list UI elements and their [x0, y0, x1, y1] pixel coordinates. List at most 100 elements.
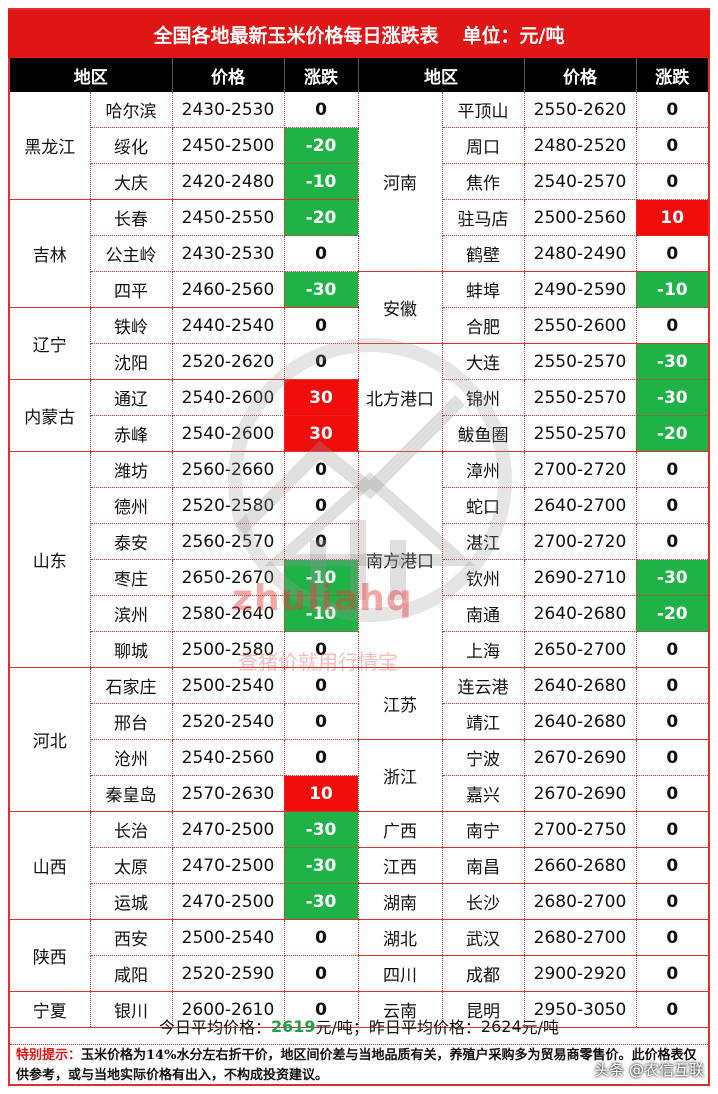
- left-change-cell: -10: [284, 595, 359, 632]
- table-row: 内蒙古 通辽 2540-2600 30 锦州 2550-2570 -30: [10, 379, 708, 452]
- left-change-cell: 30: [284, 379, 359, 416]
- left-price-cell: 2470-2500: [172, 811, 285, 848]
- right-change-cell: 0: [636, 451, 708, 488]
- right-region-cell: 广西: [358, 811, 443, 848]
- left-city-cell: 银川: [90, 991, 173, 1028]
- right-city-cell: 鹤壁: [442, 235, 525, 272]
- right-change-cell: -30: [636, 343, 708, 380]
- left-change-cell: -20: [284, 199, 359, 236]
- left-change-cell: -30: [284, 847, 359, 884]
- yesterday-value: 2624: [480, 1016, 522, 1036]
- table-row: 太原 2470-2500 -30 江西 南昌 2660-2680 0: [10, 847, 708, 884]
- left-city-cell: 聊城: [90, 631, 173, 668]
- left-change-cell: 10: [284, 775, 359, 812]
- right-region-cell: 四川: [358, 955, 443, 992]
- table-row: 大庆 2420-2480 -10 焦作 2540-2570 0: [10, 163, 708, 200]
- table-row: 宁夏 银川 2600-2610 0 云南 昆明 2950-3050 0: [10, 991, 708, 1028]
- right-change-cell: 0: [636, 883, 708, 920]
- right-city-cell: 驻马店: [442, 199, 525, 236]
- right-price-cell: 2700-2720: [524, 451, 637, 488]
- left-city-cell: 四平: [90, 271, 173, 308]
- right-change-cell: 0: [636, 235, 708, 272]
- right-region-cell: 江西: [358, 847, 443, 884]
- table-body: 黑龙江 哈尔滨 2430-2530 0 河南 平顶山 2550-2620 0 绥化 2450-25…: [10, 92, 708, 1028]
- table-row: 德州 2520-2580 0 蛇口 2640-2700 0: [10, 487, 708, 524]
- left-price-cell: 2540-2600: [172, 379, 285, 416]
- left-region-cell: 黑龙江: [10, 92, 91, 200]
- table-row: 吉林 长春 2450-2550 -20 驻马店 2500-2560 10: [10, 199, 708, 308]
- right-change-cell: 0: [636, 955, 708, 992]
- right-city-cell: 焦作: [442, 163, 525, 200]
- table-row: 泰安 2560-2570 0 湛江 2700-2720 0: [10, 523, 708, 560]
- right-change-cell: -20: [636, 595, 708, 632]
- left-city-cell: 沈阳: [90, 343, 173, 380]
- left-city-cell: 沧州: [90, 739, 173, 776]
- right-change-cell: 0: [636, 847, 708, 884]
- left-price-cell: 2470-2500: [172, 847, 285, 884]
- left-price-cell: 2520-2540: [172, 703, 285, 740]
- left-price-cell: 2470-2500: [172, 883, 285, 920]
- left-city-cell: 长春: [90, 199, 173, 236]
- left-region-cell: 山东: [10, 451, 91, 668]
- table-row: 黑龙江 哈尔滨 2430-2530 0 河南 平顶山 2550-2620 0: [10, 92, 708, 272]
- table-frame: [8, 8, 710, 1086]
- left-change-cell: 0: [284, 703, 359, 740]
- left-change-cell: 0: [284, 235, 359, 272]
- right-price-cell: 2670-2690: [524, 739, 637, 776]
- left-city-cell: 运城: [90, 883, 173, 920]
- left-region-cell: 吉林: [10, 199, 91, 308]
- header-region-right: 地区: [358, 58, 525, 92]
- table-row: 山东 潍坊 2560-2660 0 南方港口 漳州 2700-2720 0: [10, 451, 708, 668]
- left-price-cell: 2500-2580: [172, 631, 285, 668]
- left-change-cell: 0: [284, 991, 359, 1028]
- left-change-cell: 0: [284, 739, 359, 776]
- right-price-cell: 2700-2750: [524, 811, 637, 848]
- average-price: 今日平均价格： 2619 元/吨； 昨日平均价格： 2624 元/吨: [10, 1008, 708, 1045]
- right-change-cell: -10: [636, 271, 708, 308]
- right-price-cell: 2900-2920: [524, 955, 637, 992]
- left-change-cell: 0: [284, 955, 359, 992]
- table-row: 河北 石家庄 2500-2540 0 江苏 连云港 2640-2680 0: [10, 667, 708, 812]
- left-change-cell: 30: [284, 415, 359, 452]
- right-price-cell: 2690-2710: [524, 559, 637, 596]
- right-price-cell: 2950-3050: [524, 991, 637, 1028]
- left-change-cell: 0: [284, 631, 359, 668]
- right-price-cell: 2480-2490: [524, 235, 637, 272]
- left-price-cell: 2430-2530: [172, 92, 285, 128]
- right-region-cell: 湖北: [358, 919, 443, 956]
- table-row: 绥化 2450-2500 -20 周口 2480-2520 0: [10, 127, 708, 164]
- table-header: 地区 价格 涨跌 地区 价格 涨跌: [10, 58, 708, 92]
- left-change-cell: -30: [284, 811, 359, 848]
- today-value: 2619: [270, 1016, 316, 1036]
- right-city-cell: 嘉兴: [442, 775, 525, 812]
- table-row: 枣庄 2650-2670 -10 钦州 2690-2710 -30: [10, 559, 708, 596]
- note-lead: 特别提示：: [16, 1048, 82, 1063]
- right-price-cell: 2700-2720: [524, 523, 637, 560]
- table-row: 沧州 2540-2560 0 浙江 宁波 2670-2690 0: [10, 739, 708, 812]
- left-change-cell: 0: [284, 451, 359, 488]
- header-price-right: 价格: [524, 58, 637, 92]
- left-price-cell: 2440-2540: [172, 307, 285, 344]
- right-region-cell: 江苏: [358, 667, 443, 740]
- table-row: 聊城 2500-2580 0 上海 2650-2700 0: [10, 631, 708, 668]
- right-city-cell: 靖江: [442, 703, 525, 740]
- right-city-cell: 昆明: [442, 991, 525, 1028]
- table-row: 赤峰 2540-2600 30 鲅鱼圈 2550-2570 -20: [10, 415, 708, 452]
- right-city-cell: 蛇口: [442, 487, 525, 524]
- left-change-cell: 0: [284, 919, 359, 956]
- right-price-cell: 2640-2700: [524, 487, 637, 524]
- right-price-cell: 2640-2680: [524, 595, 637, 632]
- right-price-cell: 2640-2680: [524, 703, 637, 740]
- table-row: 咸阳 2520-2590 0 四川 成都 2900-2920 0: [10, 955, 708, 992]
- right-change-cell: 10: [636, 199, 708, 236]
- page-title: 全国各地最新玉米价格每日涨跌表 单位：元/吨: [8, 10, 710, 58]
- right-city-cell: 锦州: [442, 379, 525, 416]
- left-price-cell: 2420-2480: [172, 163, 285, 200]
- right-region-cell: 北方港口: [358, 343, 443, 452]
- price-table: 地区 价格 涨跌 地区 价格 涨跌 黑龙江 哈尔滨 2430-2530 0 河南 平顶山 2…: [10, 58, 708, 1028]
- left-city-cell: 咸阳: [90, 955, 173, 992]
- right-city-cell: 上海: [442, 631, 525, 668]
- right-change-cell: 0: [636, 703, 708, 740]
- right-change-cell: 0: [636, 487, 708, 524]
- right-price-cell: 2490-2590: [524, 271, 637, 308]
